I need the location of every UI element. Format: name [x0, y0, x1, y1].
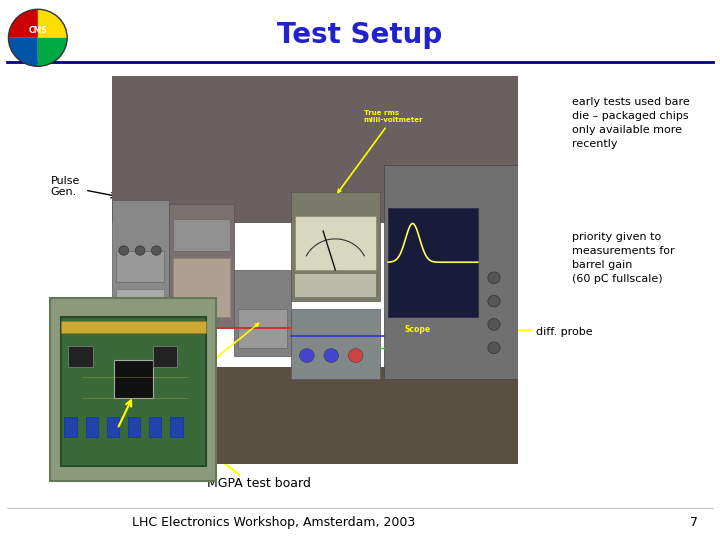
Circle shape [488, 295, 500, 307]
Bar [171, 416, 183, 437]
Bar [114, 360, 153, 398]
Text: priority given to
measurements for
barrel gain
(60 pC fullscale): priority given to measurements for barre… [572, 232, 675, 284]
Circle shape [488, 342, 500, 354]
Text: Test Setup: Test Setup [277, 21, 443, 49]
Bar [168, 204, 233, 328]
Wedge shape [9, 9, 38, 38]
Bar [291, 192, 380, 301]
Bar [291, 309, 380, 379]
Circle shape [151, 246, 161, 255]
Wedge shape [37, 38, 67, 66]
Wedge shape [9, 38, 38, 66]
Circle shape [348, 348, 363, 362]
Bar [107, 416, 119, 437]
Circle shape [488, 272, 500, 284]
Circle shape [324, 348, 338, 362]
Bar [173, 219, 230, 251]
Circle shape [119, 246, 129, 255]
Bar [384, 165, 518, 379]
Circle shape [300, 348, 314, 362]
Bar [61, 321, 206, 333]
Wedge shape [38, 9, 67, 38]
Bar [153, 346, 177, 367]
Text: early tests used bare
die – packaged chips
only available more
recently: early tests used bare die – packaged chi… [572, 97, 690, 149]
Text: True rms
milli-voltmeter: True rms milli-voltmeter [338, 110, 423, 192]
Bar [116, 251, 164, 282]
Text: 7: 7 [690, 516, 698, 529]
Bar [61, 317, 206, 467]
Bar [294, 215, 376, 270]
Bar [112, 200, 168, 348]
Bar [173, 258, 230, 316]
Bar [149, 416, 161, 437]
Bar [116, 289, 164, 336]
Text: Pulse
Gen.: Pulse Gen. [50, 176, 80, 197]
Text: LHC Electronics Workshop, Amsterdam, 2003: LHC Electronics Workshop, Amsterdam, 200… [132, 516, 415, 529]
Bar [294, 274, 376, 297]
Bar [112, 367, 518, 464]
Bar [112, 76, 518, 224]
Bar [128, 416, 140, 437]
Bar [65, 416, 77, 437]
Bar [68, 346, 93, 367]
Bar [86, 416, 98, 437]
Circle shape [488, 319, 500, 330]
Text: diff. probe: diff. probe [536, 327, 593, 337]
Text: Scope: Scope [405, 325, 431, 334]
Bar [388, 208, 477, 316]
Bar [238, 309, 287, 348]
Text: MGPA test board: MGPA test board [207, 477, 311, 490]
Bar [233, 270, 291, 355]
Bar [50, 298, 216, 481]
Text: Programmable
Attenuator: Programmable Attenuator [140, 323, 258, 403]
Text: CMS: CMS [28, 26, 48, 35]
Circle shape [135, 246, 145, 255]
